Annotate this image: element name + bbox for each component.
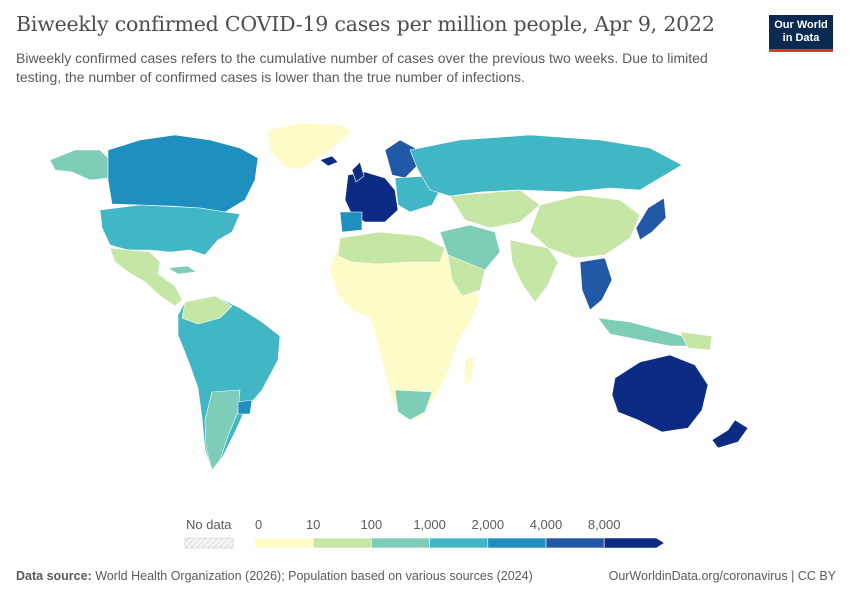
- logo-line-1: Our World: [774, 19, 828, 31]
- map-region-iceland[interactable]: [319, 155, 339, 167]
- map-region-madagascar[interactable]: [463, 355, 475, 387]
- map-region-south-america[interactable]: [177, 295, 281, 471]
- legend-tick-1: 10: [306, 517, 320, 532]
- map-region-usa[interactable]: [99, 204, 241, 256]
- map-legend: No data 0 10 100 1,000 2,000 4,000 8,000: [184, 517, 665, 549]
- legend-tick-labels: 0 10 100 1,000 2,000 4,000 8,000: [255, 517, 620, 532]
- legend-tick-2: 100: [361, 517, 383, 532]
- source-text: World Health Organization (2026); Popula…: [95, 569, 533, 583]
- map-region-russia[interactable]: [409, 134, 683, 197]
- map-region-central-asia[interactable]: [449, 189, 541, 229]
- legend-no-data-label: No data: [186, 517, 232, 532]
- source-label: Data source:: [16, 569, 92, 583]
- legend-color-bins: [254, 537, 665, 549]
- legend-tick-3: 1,000: [413, 517, 446, 532]
- source-url-link[interactable]: OurWorldinData.org/coronavirus | CC BY: [608, 569, 836, 583]
- legend-bin-0[interactable]: [254, 537, 314, 549]
- legend-bin-4[interactable]: [487, 537, 547, 549]
- legend-tick-6: 8,000: [588, 517, 621, 532]
- map-region-new-zealand[interactable]: [711, 419, 749, 449]
- map-region-uk[interactable]: [351, 161, 365, 183]
- map-region-india[interactable]: [509, 239, 559, 303]
- map-region-mexico[interactable]: [109, 247, 183, 307]
- footer: Data source: World Health Organization (…: [16, 569, 836, 583]
- map-region-greenland[interactable]: [267, 122, 353, 171]
- map-region-southeast-asia[interactable]: [579, 257, 613, 311]
- map-region-northern-south-america[interactable]: [181, 295, 233, 325]
- owid-logo[interactable]: Our World in Data: [769, 15, 833, 52]
- map-region-china[interactable]: [529, 194, 641, 259]
- logo-line-2: in Data: [782, 31, 820, 44]
- map-region-south-africa[interactable]: [394, 389, 433, 421]
- legend-no-data-swatch: [184, 537, 234, 549]
- chart-title: Biweekly confirmed COVID-19 cases per mi…: [16, 12, 715, 36]
- map-region-north-africa[interactable]: [337, 231, 446, 265]
- world-map: [49, 122, 749, 471]
- map-region-uruguay[interactable]: [237, 399, 253, 415]
- map-region-papua[interactable]: [679, 331, 713, 351]
- map-region-iberia[interactable]: [339, 211, 363, 233]
- legend-bin-6[interactable]: [603, 537, 665, 549]
- legend-bin-5[interactable]: [545, 537, 605, 549]
- legend-bin-2[interactable]: [371, 537, 430, 549]
- map-region-caribbean[interactable]: [167, 265, 197, 275]
- map-region-southern-cone[interactable]: [204, 389, 241, 471]
- legend-bin-1[interactable]: [312, 537, 372, 549]
- map-region-canada[interactable]: [107, 134, 259, 213]
- map-region-scandinavia[interactable]: [384, 139, 419, 179]
- legend-tick-0: 0: [255, 517, 262, 532]
- map-region-australia[interactable]: [611, 354, 709, 433]
- chart-subtitle: Biweekly confirmed cases refers to the c…: [16, 50, 708, 85]
- legend-tick-4: 2,000: [472, 517, 505, 532]
- legend-tick-5: 4,000: [530, 517, 563, 532]
- map-region-western-europe[interactable]: [344, 171, 399, 223]
- map-region-japan[interactable]: [635, 197, 667, 241]
- legend-bin-3[interactable]: [429, 537, 489, 549]
- map-region-alaska[interactable]: [49, 149, 111, 181]
- map-region-arabia[interactable]: [447, 254, 486, 297]
